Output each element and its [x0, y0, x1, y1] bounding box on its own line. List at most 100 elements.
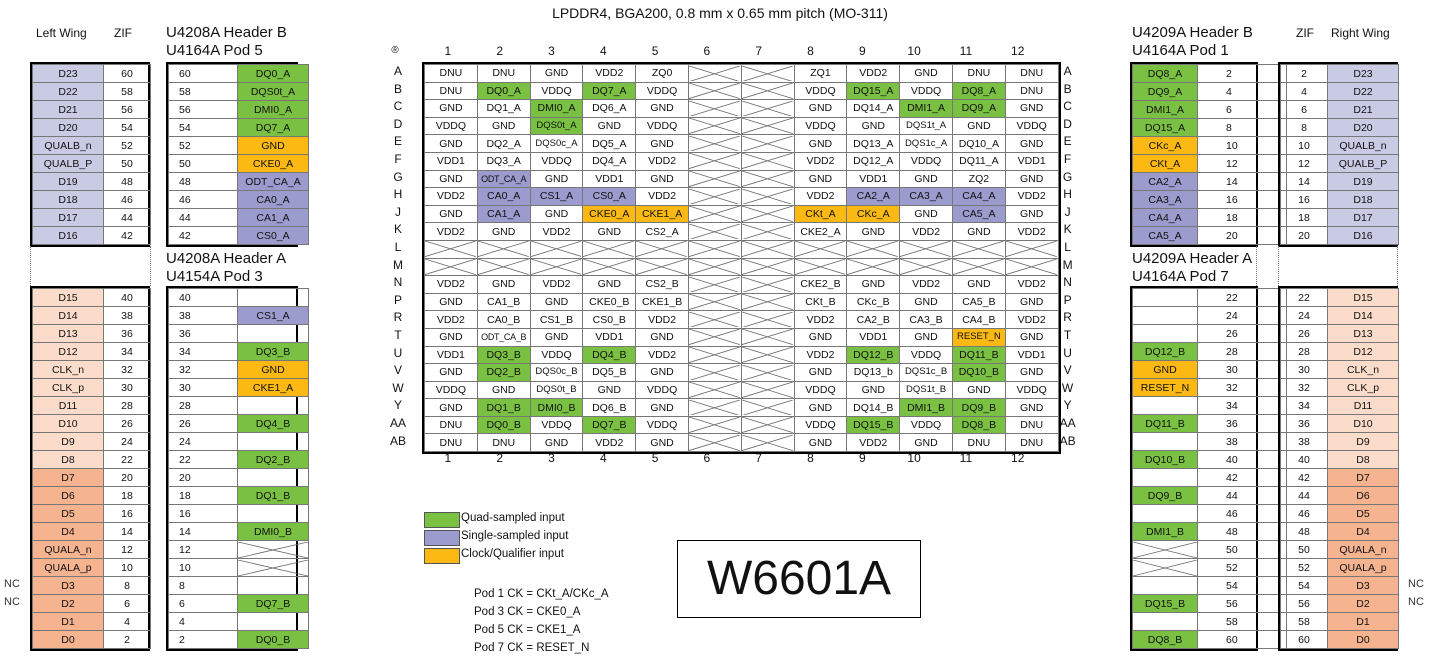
ball-cell: VDD2	[793, 151, 848, 171]
pod5-header1: U4208A Header B	[166, 24, 287, 41]
pod5-row: 60 DQ0_A	[168, 64, 309, 83]
pod7-header2: U4164A Pod 7	[1132, 268, 1229, 285]
ball-cell-unpopulated	[687, 81, 742, 101]
ball-cell-unpopulated	[687, 99, 742, 118]
left-wing-name-cell: D13	[32, 324, 104, 343]
grid-column-label-top: 12	[1011, 44, 1025, 58]
pod5-row: 54 DQ7_A	[168, 118, 309, 137]
pod7-row: GND 30	[1132, 360, 1287, 379]
cross-icon	[1006, 241, 1057, 258]
cross-icon	[689, 241, 740, 258]
pod3-signal-cell: DQ0_B	[237, 630, 309, 649]
grid-row-label-right: P	[1063, 292, 1072, 307]
ball-cell: CKE0_A	[582, 204, 637, 224]
pod3-pin-cell: 22	[168, 450, 238, 469]
diagram-title: LPDDR4, BGA200, 0.8 mm x 0.65 mm pitch (…	[552, 5, 888, 21]
pod5-signal-cell: CS0_A	[237, 226, 309, 245]
pod7-signal-cell	[1132, 558, 1198, 577]
cross-icon	[900, 259, 951, 275]
right-wing-row: 52 QUALA_p	[1280, 558, 1399, 577]
pod7-pin-cell: 46	[1197, 504, 1287, 523]
note-pod1: Pod 1 CK = CKt_A/CKc_A	[474, 588, 609, 600]
pod5-row: 52 GND	[168, 136, 309, 155]
cross-icon	[742, 259, 793, 275]
right-wing-name-cell: D22	[1327, 82, 1399, 101]
grid-column-label-bottom: 9	[858, 451, 866, 466]
ball-cell-unpopulated	[635, 239, 689, 259]
right-wing-zif-cell: 48	[1280, 522, 1328, 541]
pod3-row: 36	[168, 324, 309, 343]
right-wing-zif-cell: 34	[1280, 396, 1328, 415]
right-wing-zif-cell: 52	[1280, 558, 1328, 577]
pod1-signal-cell: CKc_A	[1132, 136, 1198, 155]
right-wing-zif-cell: 60	[1280, 630, 1328, 649]
pod7-row: 38	[1132, 432, 1287, 451]
ball-cell: VDD2	[582, 64, 637, 83]
pod5-signal-cell: DMI0_A	[237, 100, 309, 119]
grid-row-label-left: U	[393, 345, 403, 360]
pod3-row: 8	[168, 576, 309, 595]
ball-cell: DQS1t_B	[899, 380, 953, 400]
pod3-signal-cell	[237, 576, 309, 595]
ball-cell: VDDQ	[793, 116, 848, 136]
grid-row-label-right: V	[1063, 363, 1072, 378]
pod3-row: 16	[168, 504, 309, 523]
ball-cell: VDD2	[529, 222, 584, 241]
ball-cell: DQ1_A	[476, 99, 531, 118]
pod5-pin-cell: 44	[168, 208, 238, 227]
right-wing-name-cell: D21	[1327, 100, 1399, 119]
ball-cell: DQ1_B	[476, 398, 531, 417]
pod1-pin-cell: 14	[1197, 172, 1287, 191]
pod1-signal-cell: CA5_A	[1132, 226, 1198, 245]
grid-row-label-left: D	[393, 116, 403, 131]
right-wing-name-cell: D10	[1327, 414, 1399, 433]
right-wing-gap-line-l	[1278, 246, 1279, 286]
left-wing-name-cell: CLK_n	[32, 360, 104, 379]
grid-column-label-bottom: 11	[959, 451, 973, 466]
cross-icon	[900, 241, 951, 258]
right-wing-name-cell: D17	[1327, 208, 1399, 227]
pod3-row: 2 DQ0_B	[168, 630, 309, 649]
ball-cell-unpopulated	[740, 415, 795, 435]
ball-cell: VDDQ	[793, 81, 848, 101]
cross-icon	[689, 100, 740, 117]
ball-cell: GND	[424, 363, 478, 382]
ball-cell: DNU	[476, 64, 531, 83]
ball-cell-unpopulated	[687, 327, 742, 347]
cross-icon	[689, 347, 740, 363]
grid-row-label-left: AB	[389, 433, 406, 448]
right-wing-name-cell: D11	[1327, 396, 1399, 415]
cross-icon	[238, 559, 308, 576]
left-wing-zif-cell: 12	[103, 540, 151, 559]
right-wing-name-cell: CLK_n	[1327, 360, 1399, 379]
cross-icon	[742, 382, 793, 398]
ball-cell: GND	[951, 116, 1006, 136]
ball-cell: VDD1	[846, 327, 901, 347]
cross-icon	[847, 241, 899, 258]
cross-icon	[953, 259, 1004, 275]
pod3-pin-cell: 40	[168, 288, 238, 307]
ball-cell: VDDQ	[635, 81, 689, 101]
right-wing-name-cell: CLK_p	[1327, 378, 1399, 397]
left-wing-name-cell: D11	[32, 396, 104, 415]
left-wing-zif-cell: 30	[103, 378, 151, 397]
pod7-signal-cell	[1132, 396, 1198, 415]
ball-cell: DNU	[424, 433, 478, 453]
ball-cell: VDDQ	[899, 81, 953, 101]
pod1-signal-cell: CKt_A	[1132, 154, 1198, 173]
ball-cell: DQS1c_A	[899, 134, 953, 153]
grid-column-label-bottom: 5	[651, 451, 659, 466]
nc-label-left-2: NC	[4, 596, 20, 608]
pod3-header2: U4154A Pod 3	[166, 268, 263, 285]
cross-icon	[583, 241, 635, 258]
right-wing-row: 30 CLK_n	[1280, 360, 1399, 379]
ball-cell: GND	[529, 204, 584, 224]
right-wing-name-cell: D1	[1327, 612, 1399, 631]
ball-cell: CKE2_B	[793, 275, 848, 294]
pod3-row: 28	[168, 396, 309, 415]
left-wing-zif-cell: 56	[103, 100, 151, 119]
pod3-row: 40	[168, 288, 309, 307]
right-wing-row: 26 D13	[1280, 324, 1399, 343]
pod3-row: 18 DQ1_B	[168, 486, 309, 505]
pod7-row: 46	[1132, 504, 1287, 523]
